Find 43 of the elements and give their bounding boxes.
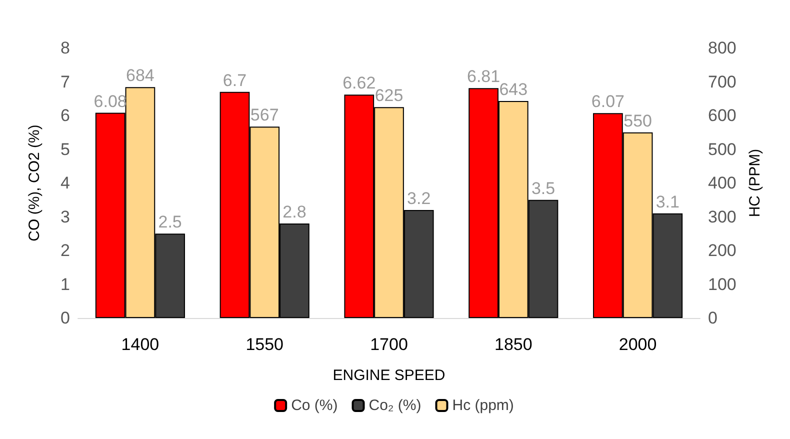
- data-label: 6.7: [222, 70, 247, 90]
- y2-tick-label: 800: [708, 38, 736, 58]
- data-label: 625: [374, 86, 404, 106]
- y2-tick-label: 0: [708, 308, 718, 328]
- y-tick-label: 7: [60, 72, 70, 92]
- x-tick-label: 1700: [370, 335, 408, 354]
- data-label: 3.5: [531, 178, 556, 198]
- data-label: 2.8: [282, 202, 306, 222]
- y2-axis-title: HC (PPM): [746, 148, 764, 218]
- legend-label: Co₂ (%): [368, 397, 422, 414]
- x-tick-label: 1850: [494, 335, 532, 354]
- legend-label: Hc (ppm): [452, 397, 514, 414]
- y2-tick-label: 400: [708, 174, 736, 192]
- data-label: 3.1: [656, 192, 680, 212]
- y-tick-label: 3: [60, 207, 70, 226]
- y2-tick-label: 700: [708, 72, 736, 92]
- y2-tick-label: 500: [708, 140, 736, 159]
- legend-label: Co (%): [291, 397, 338, 414]
- y-tick-label: 2: [60, 241, 70, 260]
- x-axis-title: ENGINE SPEED: [332, 367, 446, 384]
- data-label: 3.2: [407, 189, 431, 208]
- y2-tick-label: 100: [708, 274, 736, 294]
- data-label: 6.81: [466, 67, 500, 86]
- y-tick-label: 1: [60, 274, 70, 294]
- data-label: 6.62: [342, 74, 376, 93]
- y-tick-label: 4: [60, 174, 70, 192]
- y-tick-label: 5: [60, 140, 70, 159]
- x-tick-label: 1550: [246, 335, 284, 354]
- data-label: 643: [499, 80, 528, 99]
- y-tick-label: 0: [60, 308, 70, 328]
- y2-tick-label: 300: [708, 207, 736, 226]
- x-tick-label: 1400: [121, 335, 160, 354]
- data-label: 684: [126, 66, 154, 86]
- y2-tick-label: 200: [708, 241, 736, 260]
- data-label: 6.07: [591, 92, 624, 112]
- data-label: 567: [250, 106, 279, 125]
- x-tick-label: 2000: [618, 335, 657, 354]
- data-label: 2.5: [158, 212, 182, 232]
- y-tick-label: 8: [60, 38, 70, 58]
- data-label: 550: [624, 111, 652, 130]
- y2-tick-label: 600: [708, 106, 736, 125]
- y-tick-label: 6: [60, 106, 70, 125]
- y-axis-title: CO (%), CO2 (%): [26, 124, 43, 242]
